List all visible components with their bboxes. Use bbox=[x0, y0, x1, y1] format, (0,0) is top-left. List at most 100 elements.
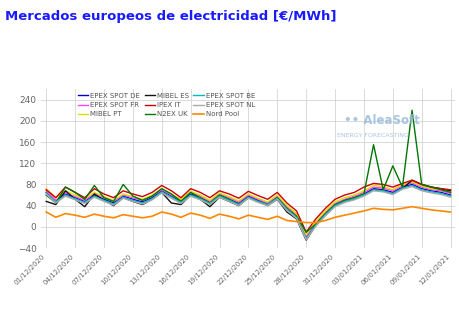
MIBEL PT bbox=[62, 189, 68, 193]
Nord Pool bbox=[293, 220, 299, 224]
EPEX SPOT DE bbox=[207, 201, 212, 204]
Line: EPEX SPOT NL: EPEX SPOT NL bbox=[46, 187, 450, 239]
N2EX UK bbox=[284, 206, 289, 210]
EPEX SPOT NL bbox=[331, 205, 337, 209]
EPEX SPOT FR bbox=[303, 234, 308, 238]
EPEX SPOT FR bbox=[437, 189, 443, 193]
MIBEL ES bbox=[399, 187, 404, 190]
Nord Pool bbox=[82, 215, 87, 219]
EPEX SPOT FR bbox=[284, 205, 289, 209]
EPEX SPOT NL bbox=[313, 225, 318, 228]
Line: EPEX SPOT BE: EPEX SPOT BE bbox=[46, 185, 450, 238]
EPEX SPOT NL bbox=[264, 204, 270, 208]
EPEX SPOT FR bbox=[197, 194, 202, 198]
EPEX SPOT BE bbox=[255, 199, 260, 203]
MIBEL PT bbox=[331, 200, 337, 204]
Nord Pool bbox=[341, 213, 347, 217]
EPEX SPOT BE bbox=[82, 201, 87, 204]
MIBEL ES bbox=[274, 197, 280, 201]
MIBEL ES bbox=[168, 201, 174, 205]
N2EX UK bbox=[120, 183, 126, 186]
Nord Pool bbox=[380, 207, 385, 211]
MIBEL ES bbox=[380, 189, 385, 193]
MIBEL PT bbox=[140, 197, 145, 201]
EPEX SPOT FR bbox=[341, 197, 347, 201]
EPEX SPOT BE bbox=[447, 194, 453, 198]
MIBEL PT bbox=[159, 187, 164, 190]
EPEX SPOT BE bbox=[389, 191, 395, 195]
Nord Pool bbox=[389, 208, 395, 212]
MIBEL PT bbox=[149, 193, 155, 197]
N2EX UK bbox=[101, 196, 106, 200]
EPEX SPOT DE bbox=[293, 214, 299, 218]
N2EX UK bbox=[235, 203, 241, 206]
MIBEL PT bbox=[216, 191, 222, 195]
EPEX SPOT DE bbox=[62, 192, 68, 196]
EPEX SPOT FR bbox=[447, 191, 453, 195]
IPEX IT bbox=[43, 188, 49, 192]
MIBEL ES bbox=[178, 203, 183, 206]
MIBEL ES bbox=[130, 199, 135, 203]
MIBEL PT bbox=[428, 187, 433, 190]
EPEX SPOT FR bbox=[428, 188, 433, 192]
IPEX IT bbox=[409, 178, 414, 182]
EPEX SPOT BE bbox=[72, 197, 78, 201]
EPEX SPOT DE bbox=[313, 222, 318, 226]
MIBEL ES bbox=[351, 197, 356, 201]
EPEX SPOT NL bbox=[341, 201, 347, 204]
EPEX SPOT DE bbox=[322, 212, 327, 216]
MIBEL ES bbox=[207, 205, 212, 209]
MIBEL PT bbox=[389, 188, 395, 192]
EPEX SPOT BE bbox=[331, 204, 337, 208]
Nord Pool bbox=[264, 218, 270, 221]
Nord Pool bbox=[409, 205, 414, 209]
EPEX SPOT BE bbox=[399, 186, 404, 190]
MIBEL ES bbox=[197, 197, 202, 201]
MIBEL PT bbox=[43, 187, 49, 190]
MIBEL PT bbox=[274, 193, 280, 197]
N2EX UK bbox=[216, 193, 222, 197]
N2EX UK bbox=[418, 183, 424, 186]
N2EX UK bbox=[389, 164, 395, 168]
EPEX SPOT BE bbox=[111, 202, 116, 206]
EPEX SPOT NL bbox=[409, 185, 414, 189]
MIBEL ES bbox=[418, 183, 424, 186]
EPEX SPOT BE bbox=[216, 194, 222, 198]
N2EX UK bbox=[207, 201, 212, 205]
MIBEL PT bbox=[72, 193, 78, 197]
N2EX UK bbox=[380, 188, 385, 192]
EPEX SPOT NL bbox=[418, 189, 424, 193]
N2EX UK bbox=[331, 203, 337, 206]
MIBEL ES bbox=[111, 204, 116, 208]
EPEX SPOT DE bbox=[303, 236, 308, 239]
Nord Pool bbox=[447, 210, 453, 214]
Nord Pool bbox=[284, 218, 289, 222]
EPEX SPOT BE bbox=[62, 193, 68, 197]
EPEX SPOT NL bbox=[111, 203, 116, 207]
Nord Pool bbox=[149, 214, 155, 218]
MIBEL ES bbox=[91, 192, 97, 196]
EPEX SPOT BE bbox=[428, 190, 433, 194]
IPEX IT bbox=[207, 196, 212, 200]
EPEX SPOT NL bbox=[187, 194, 193, 198]
EPEX SPOT BE bbox=[370, 188, 375, 192]
Nord Pool bbox=[207, 217, 212, 220]
EPEX SPOT FR bbox=[235, 200, 241, 204]
EPEX SPOT NL bbox=[140, 202, 145, 206]
EPEX SPOT BE bbox=[437, 191, 443, 195]
Line: MIBEL PT: MIBEL PT bbox=[46, 182, 450, 235]
N2EX UK bbox=[428, 185, 433, 189]
EPEX SPOT FR bbox=[72, 195, 78, 198]
IPEX IT bbox=[72, 190, 78, 194]
EPEX SPOT DE bbox=[341, 198, 347, 202]
IPEX IT bbox=[447, 188, 453, 192]
MIBEL ES bbox=[235, 204, 241, 208]
EPEX SPOT FR bbox=[43, 189, 49, 193]
EPEX SPOT FR bbox=[130, 196, 135, 200]
MIBEL PT bbox=[351, 193, 356, 197]
EPEX SPOT BE bbox=[322, 213, 327, 217]
MIBEL ES bbox=[389, 192, 395, 196]
EPEX SPOT BE bbox=[284, 207, 289, 211]
MIBEL PT bbox=[380, 185, 385, 189]
MIBEL PT bbox=[264, 200, 270, 204]
